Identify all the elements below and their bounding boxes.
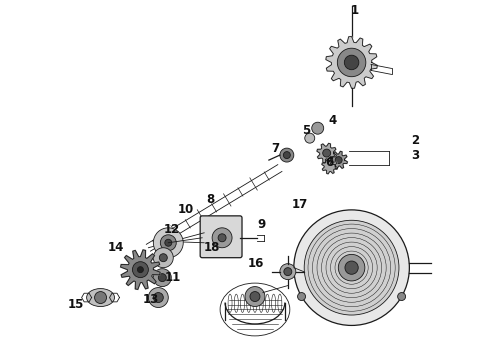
Circle shape bbox=[218, 234, 226, 242]
Text: 17: 17 bbox=[292, 198, 308, 211]
Text: 9: 9 bbox=[258, 218, 266, 231]
Circle shape bbox=[250, 292, 260, 302]
Text: 12: 12 bbox=[164, 223, 180, 236]
Polygon shape bbox=[317, 143, 337, 163]
Circle shape bbox=[148, 288, 168, 307]
Polygon shape bbox=[326, 37, 377, 88]
Circle shape bbox=[159, 254, 167, 262]
Text: 6: 6 bbox=[325, 156, 334, 168]
Text: 5: 5 bbox=[302, 124, 310, 137]
Circle shape bbox=[312, 122, 324, 134]
Text: 11: 11 bbox=[165, 271, 181, 284]
Circle shape bbox=[132, 262, 148, 278]
Circle shape bbox=[158, 274, 166, 282]
Text: 13: 13 bbox=[142, 293, 158, 306]
Circle shape bbox=[337, 48, 366, 77]
Circle shape bbox=[153, 293, 163, 302]
Circle shape bbox=[153, 228, 183, 258]
Circle shape bbox=[283, 152, 290, 159]
Circle shape bbox=[297, 293, 306, 301]
Circle shape bbox=[212, 228, 232, 248]
Text: 18: 18 bbox=[204, 241, 221, 254]
Text: 8: 8 bbox=[206, 193, 214, 206]
Circle shape bbox=[284, 268, 292, 276]
Text: 2: 2 bbox=[411, 134, 419, 147]
Circle shape bbox=[344, 55, 359, 70]
Text: 3: 3 bbox=[411, 149, 419, 162]
Text: 7: 7 bbox=[271, 141, 279, 155]
Circle shape bbox=[137, 267, 144, 273]
Circle shape bbox=[304, 220, 399, 315]
Circle shape bbox=[95, 292, 106, 303]
Text: 14: 14 bbox=[107, 241, 123, 254]
Circle shape bbox=[323, 149, 331, 157]
Circle shape bbox=[280, 148, 294, 162]
Circle shape bbox=[338, 255, 365, 281]
Circle shape bbox=[160, 235, 176, 251]
Text: 15: 15 bbox=[68, 298, 84, 311]
Circle shape bbox=[153, 248, 173, 268]
Circle shape bbox=[398, 293, 406, 301]
Circle shape bbox=[305, 133, 315, 143]
Circle shape bbox=[335, 157, 342, 163]
Ellipse shape bbox=[87, 289, 115, 306]
Polygon shape bbox=[322, 158, 338, 174]
Text: 10: 10 bbox=[178, 203, 195, 216]
FancyBboxPatch shape bbox=[200, 216, 242, 258]
Polygon shape bbox=[330, 151, 347, 169]
Circle shape bbox=[294, 210, 409, 325]
Circle shape bbox=[345, 261, 358, 274]
Circle shape bbox=[165, 239, 172, 246]
Text: 16: 16 bbox=[248, 257, 264, 270]
Text: 1: 1 bbox=[350, 4, 359, 17]
Circle shape bbox=[280, 264, 296, 280]
Circle shape bbox=[153, 269, 172, 287]
Polygon shape bbox=[121, 250, 160, 289]
Text: 4: 4 bbox=[328, 114, 337, 127]
Circle shape bbox=[245, 287, 265, 306]
